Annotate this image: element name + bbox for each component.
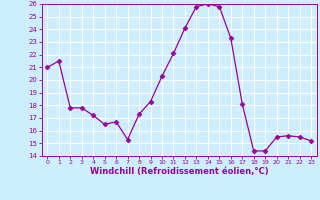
X-axis label: Windchill (Refroidissement éolien,°C): Windchill (Refroidissement éolien,°C)	[90, 167, 268, 176]
